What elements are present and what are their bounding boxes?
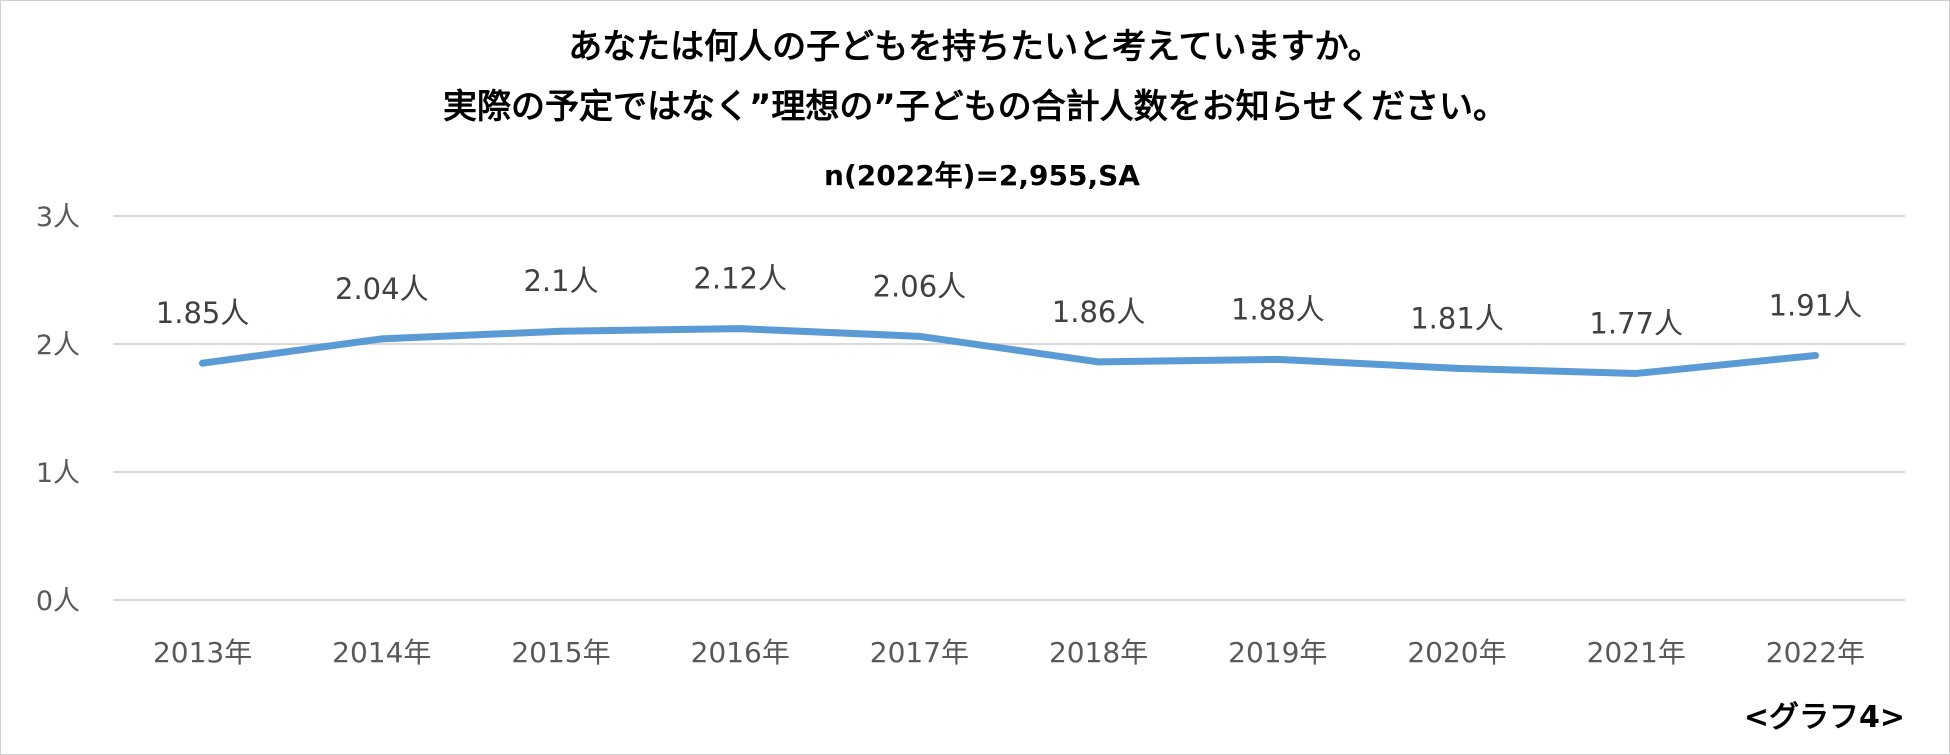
- series-line: [199, 325, 1819, 377]
- x-tick-label: 2016年: [691, 636, 790, 669]
- data-point: [557, 327, 565, 335]
- data-point: [1453, 364, 1461, 372]
- y-tick-label: 3人: [36, 202, 80, 233]
- x-tick-label: 2021年: [1587, 636, 1686, 669]
- data-label: 1.85人: [156, 296, 250, 330]
- x-tick-label: 2015年: [511, 636, 610, 669]
- y-tick-label: 1人: [36, 458, 80, 489]
- data-point: [736, 325, 744, 333]
- data-point: [1632, 369, 1640, 377]
- data-point: [1095, 358, 1103, 366]
- x-axis-tick-labels: 2013年 2014年 2015年 2016年 2017年 2018年 2019年 2020年…: [153, 636, 1865, 669]
- data-label: 1.91人: [1769, 289, 1863, 323]
- x-tick-label: 2018年: [1049, 636, 1148, 669]
- x-tick-label: 2017年: [870, 636, 969, 669]
- x-tick-label: 2020年: [1407, 636, 1506, 669]
- x-tick-label: 2014年: [332, 636, 431, 669]
- data-label: 1.81人: [1410, 301, 1504, 335]
- data-label: 2.1人: [523, 264, 598, 298]
- data-label: 1.77人: [1589, 306, 1683, 340]
- data-point: [378, 335, 386, 343]
- data-point: [199, 359, 207, 367]
- data-labels: 1.85人 2.04人 2.1人 2.12人 2.06人 1.86人 1.88人 1.81人 1…: [156, 262, 1862, 341]
- data-point: [1811, 352, 1819, 360]
- data-label: 2.04人: [335, 272, 429, 306]
- data-label: 2.06人: [873, 269, 967, 303]
- chart-title-line-1: あなたは何人の子どもを持ちたいと考えていますか。: [568, 27, 1382, 67]
- x-tick-label: 2022年: [1766, 636, 1865, 669]
- data-label: 1.88人: [1231, 292, 1325, 326]
- graph-number-label: <グラフ4>: [1744, 700, 1905, 735]
- data-label: 2.12人: [693, 262, 787, 296]
- x-tick-label: 2019年: [1228, 636, 1327, 669]
- gridlines: [113, 215, 1905, 601]
- y-axis-tick-labels: 0人 1人 2人 3人: [36, 202, 80, 617]
- y-tick-label: 0人: [36, 586, 80, 617]
- y-tick-label: 2人: [36, 330, 80, 361]
- x-tick-label: 2013年: [153, 636, 252, 669]
- chart-subtitle: n(2022年)=2,955,SA: [824, 159, 1140, 192]
- data-label: 1.86人: [1052, 295, 1146, 329]
- chart-title-line-2: 実際の予定ではなく”理想の”子どもの合計人数をお知らせください。: [443, 87, 1507, 127]
- data-point: [1274, 355, 1282, 363]
- series-layer: [199, 325, 1819, 377]
- data-point: [915, 332, 923, 340]
